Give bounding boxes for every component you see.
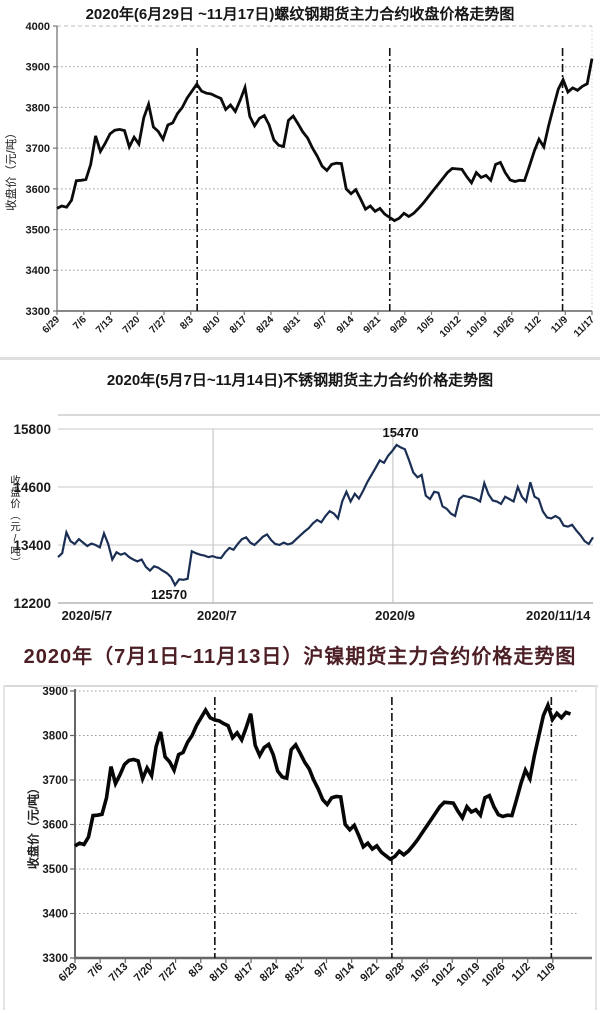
y-tick-label: 3500 [42,864,68,876]
x-tick-label: 7/20 [132,961,156,985]
image-edge-divider [0,357,600,360]
x-tick-label: 11/9 [535,961,558,984]
x-tick-label: 8/3 [187,961,206,980]
chart-rebar-title: 2020年(6月29日 ~11月17日)螺纹钢期货主力合约收盘价格走势图 [85,6,515,23]
y-tick-label: 3300 [42,953,68,965]
x-tick-label: 2020/5/7 [62,608,113,623]
x-tick-label: 9/21 [358,961,382,985]
x-tick-label: 8/17 [228,314,250,336]
x-tick-label: 9/28 [383,961,407,985]
image-edge-divider [3,685,598,687]
y-tick-label: 3400 [26,265,50,277]
y-tick-label: 4000 [26,21,50,33]
chart-stainless-title: 2020年(5月7日~11月14日)不锈钢期货主力合约价格走势图 [106,372,494,389]
chart-stainless-plot: 15800 14600 13400 12200 2020/5/7 2020/7 2020/9… [13,422,594,623]
y-tick-label: 13400 [13,538,51,553]
x-tick-label: 7/27 [148,314,170,336]
x-tick-label: 7/6 [71,314,89,332]
x-tick-label: 9/28 [388,314,410,336]
y-tick-label: 3800 [26,102,50,114]
price-line [74,700,572,862]
x-tick-label: 10/19 [465,314,491,340]
y-tick-label: 12200 [13,596,51,611]
y-tick-label: 3600 [26,184,50,196]
data-point-annotation: 12570 [151,587,187,602]
y-tick-label: 3500 [26,225,50,237]
chart-rebar: 2020年(6月29日 ~11月17日)螺纹钢期货主力合约收盘价格走势图 收盘价… [0,0,600,362]
x-tick-label: 7/6 [86,961,105,980]
price-line [57,443,594,588]
x-tick-label: 11/9 [549,314,570,335]
x-tick-label: 10/19 [455,961,483,989]
y-tick-label: 15800 [13,422,51,437]
image-edge-divider [3,685,5,1010]
x-tick-label: 7/13 [107,961,131,985]
x-tick-label: 7/27 [157,961,181,985]
x-tick-label: 8/24 [258,960,282,984]
x-tick-label: 10/26 [480,961,508,989]
x-tick-label: 11/2 [522,314,543,335]
x-tick-label: 9/7 [312,961,331,980]
chart-nickel: 2020年（7月1日~11月13日）沪镍期货主力合约价格走势图 收盘价（元/吨）… [0,632,600,1013]
data-point-annotation: 15470 [382,425,418,440]
x-tick-label: 9/7 [312,314,330,332]
y-tick-label: 3900 [42,686,68,698]
x-tick-label: 10/26 [491,314,517,340]
x-tick-label: 11/2 [510,961,533,984]
image-edge-divider [595,685,597,1010]
y-tick-label: 3300 [26,306,50,318]
x-tick-label: 2020/11/14 [526,608,591,623]
y-tick-label: 3600 [42,820,68,832]
y-tick-label: 3700 [26,143,50,155]
x-tick-label: 7/13 [94,314,116,336]
x-tick-label: 10/5 [415,314,437,336]
x-tick-label: 10/12 [438,314,464,340]
x-tick-label: 8/24 [255,314,277,336]
x-tick-label: 8/17 [233,961,257,985]
x-tick-label: 10/12 [429,961,457,989]
chart-stainless-y-axis-label: 收盘价（元/吨） [9,475,22,569]
y-tick-label: 3700 [42,775,68,787]
x-tick-label: 8/10 [207,961,231,985]
chart-stainless-steel: 2020年(5月7日~11月14日)不锈钢期货主力合约价格走势图 收盘价（元/吨… [0,363,600,631]
y-tick-label: 3800 [42,731,68,743]
chart-nickel-title: 2020年（7月1日~11月13日）沪镍期货主力合约价格走势图 [23,646,577,668]
y-tick-label: 3400 [42,909,68,921]
x-tick-label: 9/21 [362,314,384,336]
image-edge-divider [58,414,600,416]
y-tick-label: 3900 [26,62,50,74]
price-line [56,58,594,223]
x-tick-label: 8/31 [281,314,303,336]
x-tick-label: 9/14 [335,314,357,336]
x-tick-label: 2020/7 [197,608,237,623]
x-tick-label: 8/3 [178,314,196,332]
x-tick-label: 7/20 [121,314,143,336]
x-tick-label: 8/10 [201,314,223,336]
y-tick-label: 14600 [13,480,51,495]
x-tick-label: 11/17 [572,314,597,339]
x-tick-label: 2020/9 [375,608,415,623]
x-tick-label: 8/31 [283,961,307,985]
x-tick-label: 9/14 [333,960,357,984]
